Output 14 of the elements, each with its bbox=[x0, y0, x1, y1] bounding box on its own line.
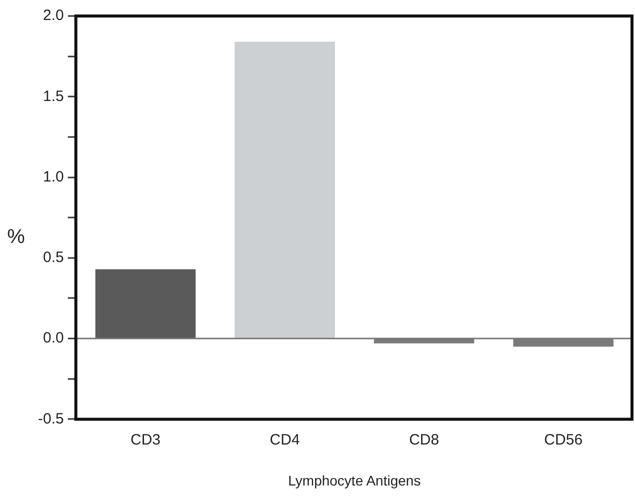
y-tick-label: -0.5 bbox=[38, 410, 64, 428]
y-tick-label: 0.5 bbox=[42, 249, 64, 266]
y-tick-label: 1.5 bbox=[42, 88, 64, 105]
y-axis-title: % bbox=[7, 226, 26, 248]
x-tick-label: CD3 bbox=[130, 431, 160, 448]
x-tick-label: CD4 bbox=[270, 431, 300, 448]
x-tick-label: CD56 bbox=[544, 431, 583, 448]
bar bbox=[234, 42, 335, 338]
x-tick-label: CD8 bbox=[409, 431, 440, 448]
y-tick-label: 1.0 bbox=[42, 168, 64, 186]
y-tick-label: 0.0 bbox=[42, 330, 64, 347]
bar bbox=[95, 269, 196, 338]
x-axis-title: Lymphocyte Antigens bbox=[288, 472, 421, 488]
y-tick-label: 2.0 bbox=[42, 7, 64, 24]
